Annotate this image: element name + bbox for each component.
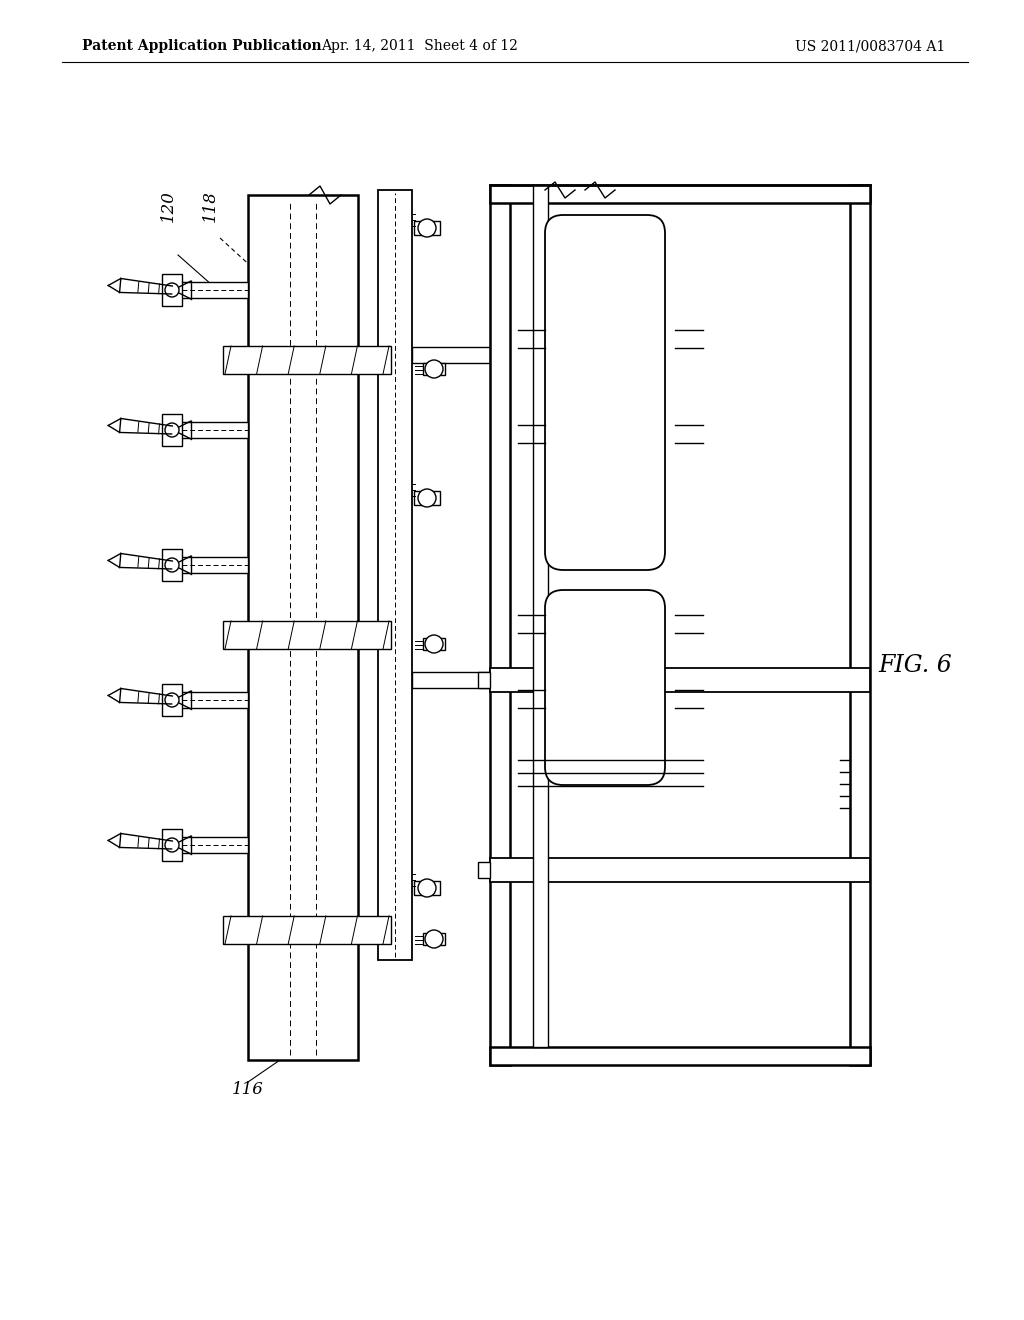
Bar xyxy=(180,282,248,298)
Text: Apr. 14, 2011  Sheet 4 of 12: Apr. 14, 2011 Sheet 4 of 12 xyxy=(322,40,518,53)
Circle shape xyxy=(165,693,179,708)
Circle shape xyxy=(425,931,443,948)
Bar xyxy=(378,190,412,960)
Circle shape xyxy=(165,838,179,851)
FancyBboxPatch shape xyxy=(545,215,665,570)
Bar xyxy=(534,185,548,1047)
Bar xyxy=(414,220,440,235)
Bar xyxy=(423,638,445,649)
Bar xyxy=(414,491,440,506)
Bar xyxy=(162,414,182,446)
Text: 118: 118 xyxy=(202,190,218,222)
Circle shape xyxy=(418,488,436,507)
Bar xyxy=(162,275,182,306)
Bar xyxy=(478,862,490,878)
Bar xyxy=(490,858,870,882)
Bar xyxy=(223,346,391,374)
Circle shape xyxy=(165,282,179,297)
Circle shape xyxy=(418,879,436,898)
Bar xyxy=(248,195,358,1060)
Circle shape xyxy=(418,219,436,238)
Bar xyxy=(223,916,391,944)
Bar xyxy=(180,557,248,573)
Bar xyxy=(490,1047,870,1065)
Bar xyxy=(490,185,510,1065)
Bar xyxy=(850,185,870,1065)
Bar xyxy=(423,933,445,945)
Bar xyxy=(223,620,391,649)
Text: 116: 116 xyxy=(232,1081,264,1098)
Bar xyxy=(490,668,870,692)
Text: Patent Application Publication: Patent Application Publication xyxy=(82,40,322,53)
Circle shape xyxy=(165,422,179,437)
Bar xyxy=(414,880,440,895)
Bar xyxy=(180,837,248,853)
Circle shape xyxy=(425,360,443,378)
Text: 120: 120 xyxy=(160,190,176,222)
Bar xyxy=(478,672,490,688)
FancyBboxPatch shape xyxy=(545,590,665,785)
Bar xyxy=(423,363,445,375)
Bar xyxy=(180,692,248,708)
Bar xyxy=(412,672,490,688)
Bar xyxy=(162,549,182,581)
Text: FIG. 6: FIG. 6 xyxy=(878,653,951,676)
Text: US 2011/0083704 A1: US 2011/0083704 A1 xyxy=(795,40,945,53)
Bar xyxy=(180,422,248,438)
Bar xyxy=(490,185,870,203)
Circle shape xyxy=(165,558,179,572)
Bar xyxy=(162,829,182,861)
Bar xyxy=(162,684,182,715)
Circle shape xyxy=(425,635,443,653)
Bar xyxy=(412,347,490,363)
